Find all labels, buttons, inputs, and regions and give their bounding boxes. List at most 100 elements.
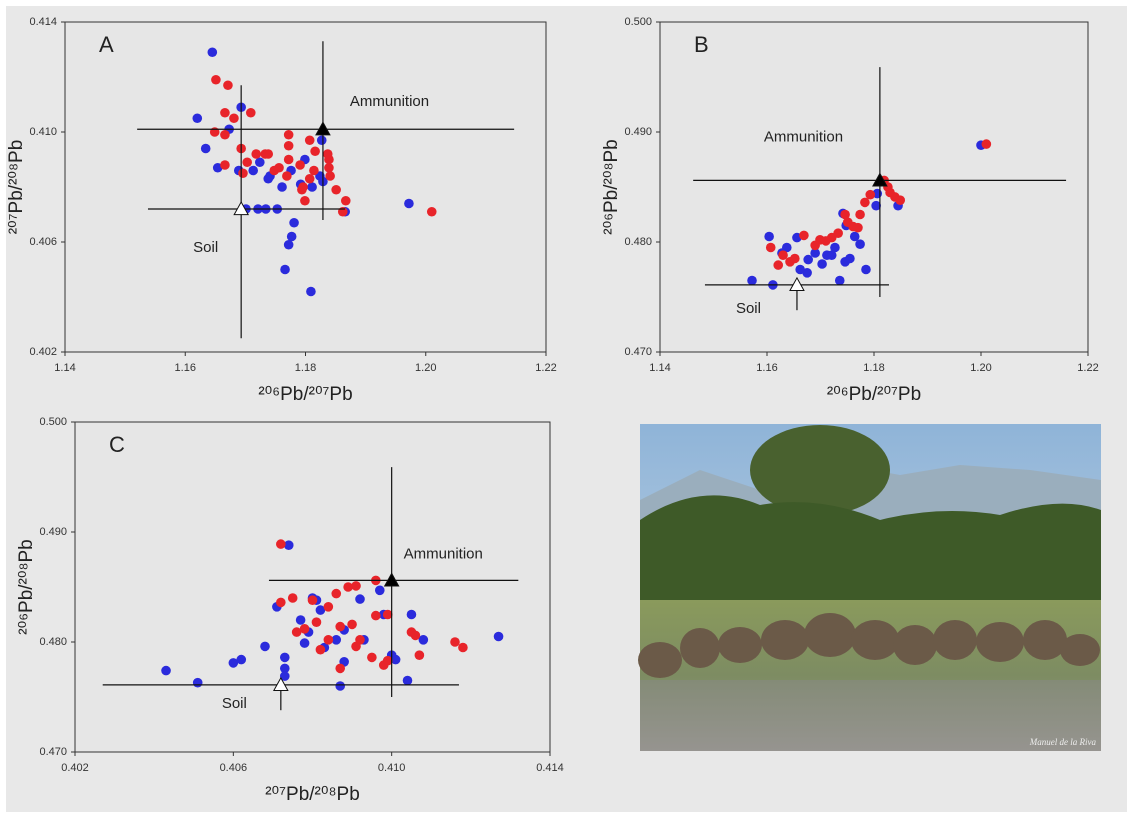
data-point: [450, 637, 460, 647]
y-tick-label: 0.402: [29, 346, 57, 358]
data-point: [340, 195, 351, 206]
data-point: [799, 230, 809, 241]
data-point: [426, 206, 437, 217]
data-point: [207, 47, 218, 58]
x-tick-label: 0.402: [61, 762, 89, 774]
data-point: [845, 253, 855, 264]
photo-tree: [750, 425, 890, 515]
data-point: [324, 154, 334, 165]
y-tick-label: 0.414: [29, 16, 57, 28]
data-point: [335, 681, 346, 691]
data-point: [817, 259, 827, 269]
data-point: [826, 250, 837, 260]
panel: 0.402 0.406 0.410 0.414 0.470 0.480 0.490 0.500…: [16, 416, 564, 805]
data-point: [242, 157, 252, 168]
data-point: [248, 165, 258, 176]
data-point: [287, 593, 298, 603]
data-point: [255, 157, 265, 168]
y-tick-label: 0.410: [29, 126, 57, 138]
data-point: [161, 665, 171, 676]
data-point: [274, 162, 284, 173]
x-tick-label: 0.414: [536, 762, 564, 774]
data-point: [220, 129, 230, 140]
reference-label: Ammunition: [404, 545, 483, 562]
reference-point: [872, 172, 888, 187]
data-point: [282, 171, 292, 181]
data-point: [279, 671, 290, 681]
data-point: [323, 635, 334, 645]
data-point: [335, 621, 346, 632]
reference-point: [383, 572, 400, 587]
x-tick-label: 1.18: [863, 362, 884, 374]
data-point: [289, 217, 299, 228]
data-point: [337, 206, 348, 217]
x-tick-label: 0.406: [220, 762, 248, 774]
x-tick-label: 1.18: [295, 362, 316, 374]
y-tick-label: 0.500: [624, 16, 652, 28]
reference-point: [272, 676, 289, 691]
x-tick-label: 1.14: [54, 362, 75, 374]
data-point: [311, 617, 322, 627]
x-axis-label: ²⁰⁶Pb/²⁰⁷Pb: [827, 384, 921, 405]
data-point: [493, 631, 504, 642]
data-point: [200, 143, 211, 154]
reference-label: Soil: [736, 300, 761, 317]
data-point: [299, 624, 310, 634]
x-tick-label: 0.410: [378, 762, 406, 774]
data-point: [390, 654, 401, 665]
data-point: [331, 635, 342, 645]
reference-point: [233, 200, 250, 216]
data-point: [404, 198, 414, 209]
data-point: [283, 154, 294, 165]
data-point: [276, 597, 286, 608]
data-point: [316, 135, 327, 146]
data-point: [276, 539, 286, 549]
data-point: [355, 635, 365, 645]
data-point: [280, 264, 290, 275]
photo-flowers: [640, 680, 1101, 751]
data-point: [283, 140, 294, 151]
data-point: [830, 242, 840, 253]
data-point: [371, 610, 381, 621]
data-point: [355, 594, 365, 604]
data-point: [295, 615, 306, 625]
data-point: [211, 74, 221, 85]
panel-title: B: [694, 32, 709, 57]
data-point: [764, 231, 774, 242]
data-point: [343, 582, 353, 592]
plot-area: [659, 21, 1089, 353]
data-point: [458, 642, 468, 653]
x-axis-label: ²⁰⁷Pb/²⁰⁸Pb: [265, 784, 360, 805]
data-point: [324, 162, 334, 173]
data-point: [260, 641, 270, 652]
data-point: [855, 209, 865, 220]
data-point: [251, 149, 261, 159]
x-tick-label: 1.14: [649, 362, 670, 374]
data-point: [310, 146, 320, 157]
data-point: [795, 264, 805, 275]
data-point: [220, 160, 230, 170]
data-point: [228, 658, 239, 668]
data-point: [849, 231, 860, 242]
reference-label: Ammunition: [350, 93, 429, 110]
data-point: [323, 602, 334, 612]
data-point: [307, 595, 318, 605]
x-tick-label: 1.16: [756, 362, 777, 374]
data-point: [860, 197, 870, 208]
y-tick-label: 0.470: [39, 746, 67, 758]
data-point: [855, 239, 865, 249]
data-point: [414, 650, 425, 660]
data-point: [315, 644, 326, 655]
reference-label: Soil: [193, 239, 218, 256]
data-point: [790, 253, 800, 264]
data-point: [238, 168, 248, 179]
data-point: [325, 171, 335, 181]
data-point: [382, 655, 393, 666]
data-point: [840, 209, 850, 220]
data-point: [298, 182, 308, 192]
data-point: [295, 160, 305, 170]
data-point: [778, 250, 788, 260]
x-tick-label: 1.16: [175, 362, 196, 374]
x-tick-label: 1.22: [535, 362, 556, 374]
